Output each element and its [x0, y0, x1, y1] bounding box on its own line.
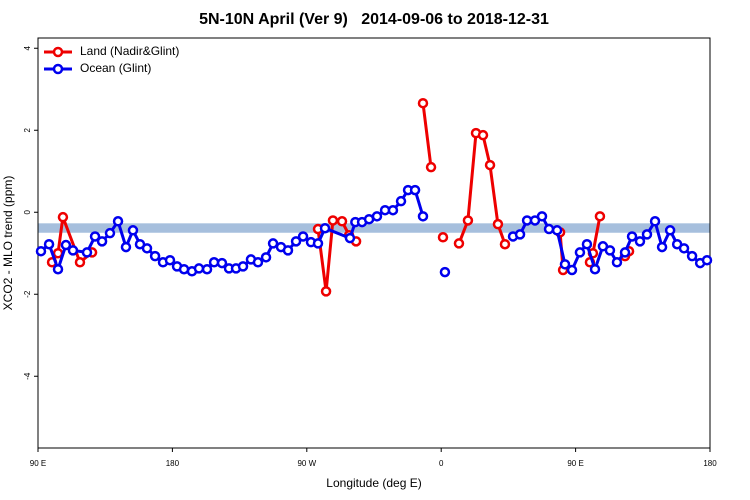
x-tick-label: 180: [166, 459, 180, 468]
data-point: [57, 211, 69, 223]
data-point: [514, 229, 526, 240]
data-point: [477, 129, 489, 141]
data-point: [74, 257, 86, 268]
data-point: [387, 204, 399, 216]
data-point: [551, 225, 563, 236]
data-point: [484, 159, 496, 171]
data-point: [611, 257, 623, 268]
data-point: [141, 243, 153, 254]
x-tick-label: 90 E: [567, 459, 583, 468]
data-point: [566, 264, 578, 276]
data-point: [43, 238, 55, 250]
data-point: [678, 243, 690, 254]
data-point: [581, 238, 593, 250]
y-tick-label: 0: [23, 209, 32, 214]
data-point: [164, 254, 176, 266]
data-point: [371, 211, 383, 222]
data-point: [536, 211, 548, 222]
data-point: [201, 263, 213, 275]
data-point: [127, 225, 139, 236]
y-tick-label: -2: [23, 290, 32, 298]
data-point: [237, 261, 249, 272]
data-point: [499, 238, 511, 250]
data-point: [149, 250, 161, 262]
data-point: [60, 239, 72, 251]
data-point: [312, 238, 324, 249]
data-point: [701, 254, 713, 266]
data-point: [574, 247, 586, 258]
data-point: [686, 250, 698, 262]
data-point: [453, 238, 465, 249]
data-point: [81, 247, 93, 258]
data-point: [634, 236, 646, 247]
x-tick-label: 0: [439, 459, 444, 468]
data-point: [96, 236, 108, 247]
data-point: [437, 232, 449, 243]
data-point: [641, 229, 653, 240]
y-tick-label: -4: [23, 372, 32, 380]
legend-marker: [52, 46, 64, 58]
y-axis-label: XCO2 - MLO trend (ppm): [1, 176, 15, 311]
x-tick-label: 180: [703, 459, 717, 468]
data-point: [319, 222, 331, 234]
data-point: [417, 97, 429, 109]
legend-label: Land (Nadir&Glint): [80, 44, 179, 58]
data-point: [89, 231, 101, 242]
data-point: [297, 231, 309, 242]
data-point: [649, 216, 661, 227]
data-point: [327, 215, 339, 226]
data-point: [417, 211, 429, 222]
data-point: [462, 215, 474, 226]
data-point: [656, 241, 668, 253]
data-point: [425, 161, 437, 173]
chart-title: 5N-10N April (Ver 9) 2014-09-06 to 2018-…: [199, 11, 549, 28]
data-point: [409, 184, 421, 196]
data-point: [290, 236, 302, 247]
data-point: [52, 263, 64, 275]
x-tick-label: 90 W: [297, 459, 316, 468]
data-point: [543, 223, 555, 235]
data-point: [104, 227, 116, 239]
data-point: [589, 263, 601, 275]
data-point: [252, 257, 264, 268]
legend-marker: [52, 63, 64, 75]
data-point: [559, 259, 571, 270]
data-point: [112, 216, 124, 227]
y-tick-label: 4: [23, 45, 32, 50]
data-point: [492, 218, 504, 230]
data-point: [344, 232, 356, 244]
data-point: [260, 252, 272, 263]
data-point: [439, 266, 451, 278]
data-point: [35, 245, 47, 257]
data-point: [619, 247, 631, 258]
data-point: [395, 195, 407, 207]
y-tick-label: 2: [23, 127, 32, 132]
data-point: [604, 245, 616, 256]
data-point: [282, 245, 294, 256]
x-axis-label: Longitude (deg E): [326, 476, 421, 490]
series-line: [50, 103, 631, 292]
plot-frame: [37, 37, 711, 449]
data-point: [664, 225, 676, 236]
data-point: [67, 245, 79, 256]
data-point: [120, 241, 132, 253]
x-tick-label: 90 E: [30, 459, 46, 468]
data-point: [626, 231, 638, 242]
data-point: [594, 211, 606, 222]
data-point: [193, 263, 205, 274]
legend-label: Ocean (Glint): [80, 61, 151, 75]
data-point: [336, 216, 348, 227]
reference-band: [38, 223, 710, 233]
data-point: [267, 238, 279, 249]
data-point: [320, 286, 332, 297]
data-point: [216, 257, 228, 269]
